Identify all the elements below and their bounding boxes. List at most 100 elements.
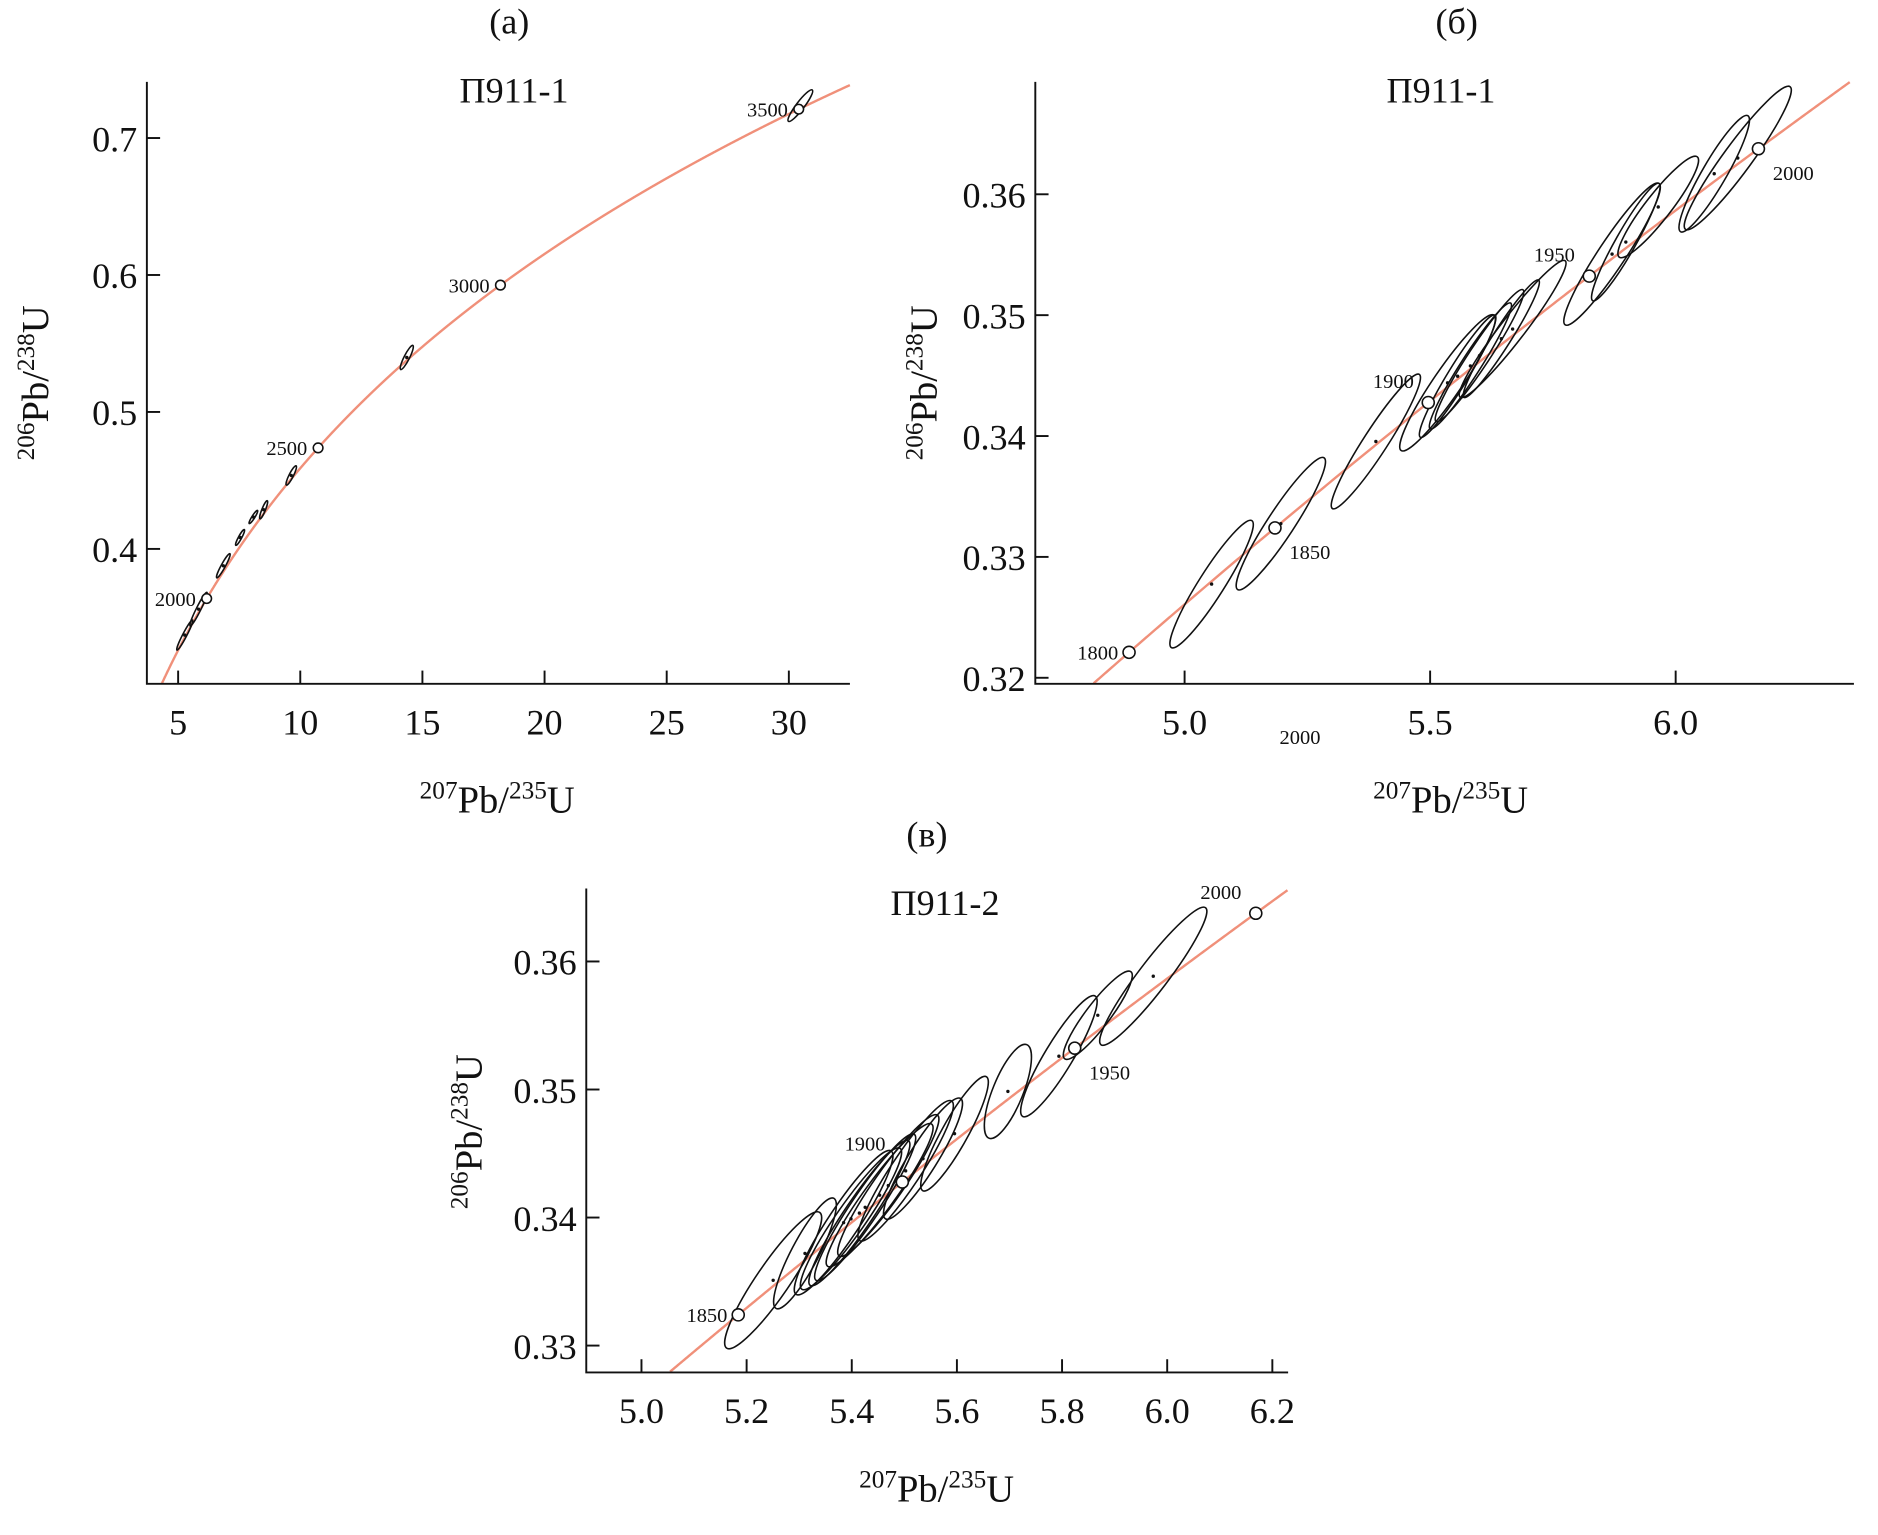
x-tick-label: 10 bbox=[282, 702, 318, 742]
error-ellipse-14 bbox=[1683, 85, 1793, 231]
ellipse-center-dot bbox=[261, 508, 266, 512]
y-axis-label-sup2: 238 bbox=[12, 333, 40, 371]
x-axis-label-sup2: 235 bbox=[1462, 777, 1500, 805]
age-marker-1800 bbox=[1122, 645, 1136, 660]
y-tick-label: 0.36 bbox=[513, 943, 576, 983]
x-tick-label: 5.4 bbox=[829, 1391, 874, 1431]
y-axis-label: 206Pb/238U bbox=[446, 1054, 491, 1209]
panel-label: (a) bbox=[489, 2, 529, 42]
ellipse-center-dot bbox=[1151, 974, 1155, 978]
error-ellipse-4 bbox=[799, 1147, 903, 1291]
panel-title: П911-2 bbox=[891, 883, 1000, 923]
x-axis-label-main1: Pb/ bbox=[1411, 780, 1463, 822]
concordia-curve bbox=[160, 84, 851, 685]
error-ellipse-8 bbox=[399, 344, 415, 371]
ellipse-center-dot bbox=[221, 564, 226, 568]
x-tick-label: 6.0 bbox=[1653, 702, 1698, 742]
x-tick-label: 6.2 bbox=[1250, 1391, 1295, 1431]
x-tick-label: 15 bbox=[404, 702, 440, 742]
x-axis-label-sup1: 207 bbox=[859, 1465, 897, 1493]
concordia-curve bbox=[669, 889, 1289, 1373]
axes bbox=[585, 888, 1289, 1374]
ellipse-center-dot bbox=[903, 1169, 908, 1173]
y-tick-label: 0.35 bbox=[513, 1071, 576, 1111]
y-tick-label: 0.4 bbox=[92, 530, 137, 570]
ellipse-center-dot bbox=[183, 633, 187, 637]
ellipse-center-dot bbox=[886, 1183, 890, 1188]
y-tick-label: 0.35 bbox=[962, 296, 1025, 336]
error-ellipse-12 bbox=[1617, 155, 1700, 259]
ellipse-center-dot bbox=[405, 355, 409, 360]
x-axis-label-sup1: 207 bbox=[420, 777, 458, 805]
x-axis-label: 207Pb/235U bbox=[1373, 777, 1528, 822]
ellipse-center-dot bbox=[1656, 205, 1660, 209]
age-label: 1850 bbox=[1289, 542, 1330, 564]
y-tick-label: 0.6 bbox=[92, 256, 137, 296]
x-axis-label-sup2: 235 bbox=[509, 777, 547, 805]
age-label: 2000 bbox=[1773, 163, 1814, 185]
panel-1: (a) П911-1 2000 2500 3000 3500 5 10 15 20 25 30 0.4 0… bbox=[12, 2, 851, 822]
age-marker-3000 bbox=[494, 279, 507, 291]
ellipse-center-dot bbox=[1374, 439, 1378, 444]
panel-label: (в) bbox=[906, 814, 947, 854]
panel-3: (в) П911-2 1850 1900 1950 2000 5.0 5.2 5.4 5.6 5.8… bbox=[446, 814, 1295, 1510]
error-ellipse-7 bbox=[825, 1122, 934, 1268]
age-label: 1900 bbox=[845, 1134, 886, 1156]
error-ellipse-11 bbox=[919, 1075, 990, 1192]
ellipse-center-dot bbox=[771, 1278, 775, 1282]
error-ellipse-2 bbox=[772, 1197, 838, 1310]
age-label: 1800 bbox=[1077, 643, 1118, 665]
axes bbox=[1034, 81, 1854, 685]
ellipse-center-dot bbox=[1209, 582, 1214, 586]
ellipse-center-dot bbox=[1096, 1013, 1100, 1017]
ellipse-center-dot bbox=[803, 1251, 807, 1256]
y-tick-label: 0.33 bbox=[513, 1327, 576, 1367]
error-ellipse-7 bbox=[285, 464, 298, 486]
x-axis-label-main2: U bbox=[547, 780, 575, 822]
error-ellipse-1 bbox=[1169, 519, 1255, 649]
y-axis-label-main2: U bbox=[904, 305, 946, 333]
x-tick-label: 5.2 bbox=[724, 1391, 769, 1431]
y-axis-label: 206Pb/238U bbox=[901, 305, 946, 460]
age-label: 3000 bbox=[449, 275, 490, 297]
error-ellipse-13 bbox=[1678, 114, 1751, 233]
x-axis-label-main2: U bbox=[1500, 780, 1528, 822]
error-ellipse-2 bbox=[1235, 456, 1327, 591]
error-ellipse-9 bbox=[1462, 279, 1541, 399]
y-tick-label: 0.33 bbox=[962, 538, 1025, 578]
y-tick-label: 0.36 bbox=[962, 176, 1025, 216]
y-axis-label: 206Pb/238U bbox=[12, 305, 57, 460]
age-marker-2000 bbox=[201, 592, 213, 605]
error-ellipse-12 bbox=[983, 1043, 1033, 1140]
error-ellipse-1 bbox=[175, 619, 194, 651]
ellipse-center-dot bbox=[863, 1205, 867, 1209]
x-tick-label: 6.0 bbox=[1145, 1391, 1190, 1431]
y-tick-label: 0.5 bbox=[92, 393, 137, 433]
y-axis-label-main1: Pb/ bbox=[904, 371, 946, 423]
age-label: 1900 bbox=[1373, 371, 1414, 393]
ellipse-center-dot bbox=[1006, 1089, 1010, 1094]
age-marker-1900 bbox=[1421, 395, 1436, 410]
y-axis-label-sup1: 206 bbox=[901, 422, 929, 460]
age-label: 2500 bbox=[266, 438, 307, 460]
error-ellipse-14 bbox=[1062, 970, 1134, 1061]
y-axis-label-sup2: 238 bbox=[446, 1082, 474, 1120]
age-marker-1850 bbox=[1268, 521, 1282, 535]
x-axis-label-main2: U bbox=[986, 1468, 1014, 1510]
y-axis-label-sup1: 206 bbox=[446, 1171, 474, 1209]
axes bbox=[145, 81, 850, 685]
age-label: 1950 bbox=[1089, 1062, 1130, 1084]
panel-title: П911-1 bbox=[460, 70, 569, 110]
age-marker-2000 bbox=[1751, 141, 1766, 156]
y-axis-label-main2: U bbox=[449, 1054, 491, 1082]
x-axis-label: 207Pb/235U bbox=[420, 777, 575, 822]
x-axis-label: 207Pb/235U bbox=[859, 1465, 1014, 1510]
x-tick-label: 5.6 bbox=[934, 1391, 979, 1431]
error-ellipse-15 bbox=[1098, 906, 1208, 1047]
x-tick-label: 5.8 bbox=[1039, 1391, 1084, 1431]
x-axis-label-main1: Pb/ bbox=[897, 1468, 949, 1510]
stray-label: 2000 bbox=[1280, 727, 1321, 749]
x-axis-label-sup2: 235 bbox=[948, 1465, 986, 1493]
y-axis-label-main2: U bbox=[15, 305, 57, 333]
